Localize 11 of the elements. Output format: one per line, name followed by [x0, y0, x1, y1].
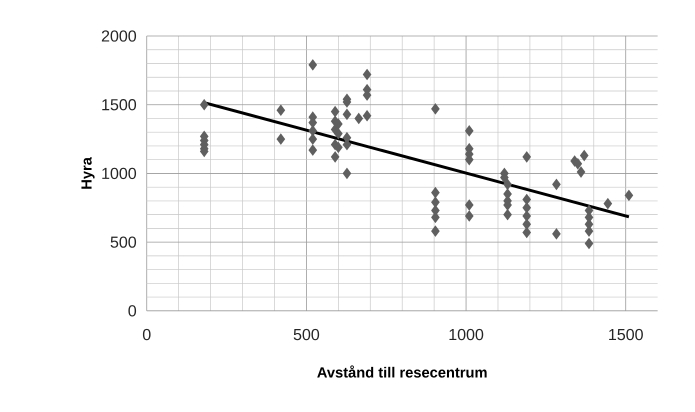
x-tick-label: 0 — [142, 328, 151, 340]
y-tick-label: 1000 — [102, 168, 136, 179]
y-tick-label: 1500 — [102, 98, 136, 110]
x-tick-label: 500 — [294, 328, 320, 340]
x-tick-label: 1500 — [609, 328, 643, 340]
y-tick-label: 0 — [128, 305, 136, 316]
x-tick-label: 1000 — [449, 328, 484, 340]
y-tick-label: 500 — [110, 236, 136, 248]
x-axis-title: Avstånd till resecentrum — [317, 365, 487, 378]
y-axis-title: Hyra — [81, 156, 95, 189]
y-tick-label: 2000 — [102, 30, 136, 42]
